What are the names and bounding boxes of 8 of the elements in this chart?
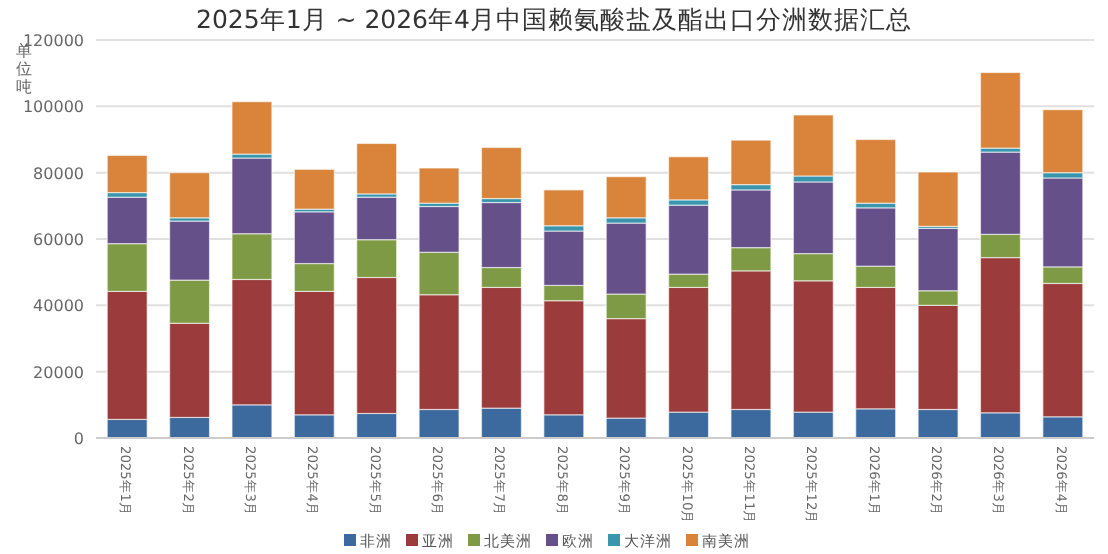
chart-title: 2025年1月 ~ 2026年4月中国赖氨酸盐及酯出口分洲数据汇总 [196, 4, 912, 34]
y-tick-label: 100000 [22, 98, 84, 117]
y-tick-label: 40000 [33, 297, 84, 316]
y-tick-label: 80000 [33, 164, 84, 183]
y-tick-label: 20000 [33, 363, 84, 382]
y-axis-title: 单位吨 [16, 42, 32, 96]
y-tick-label: 60000 [33, 231, 84, 249]
y-tick-label: 0 [73, 430, 84, 448]
